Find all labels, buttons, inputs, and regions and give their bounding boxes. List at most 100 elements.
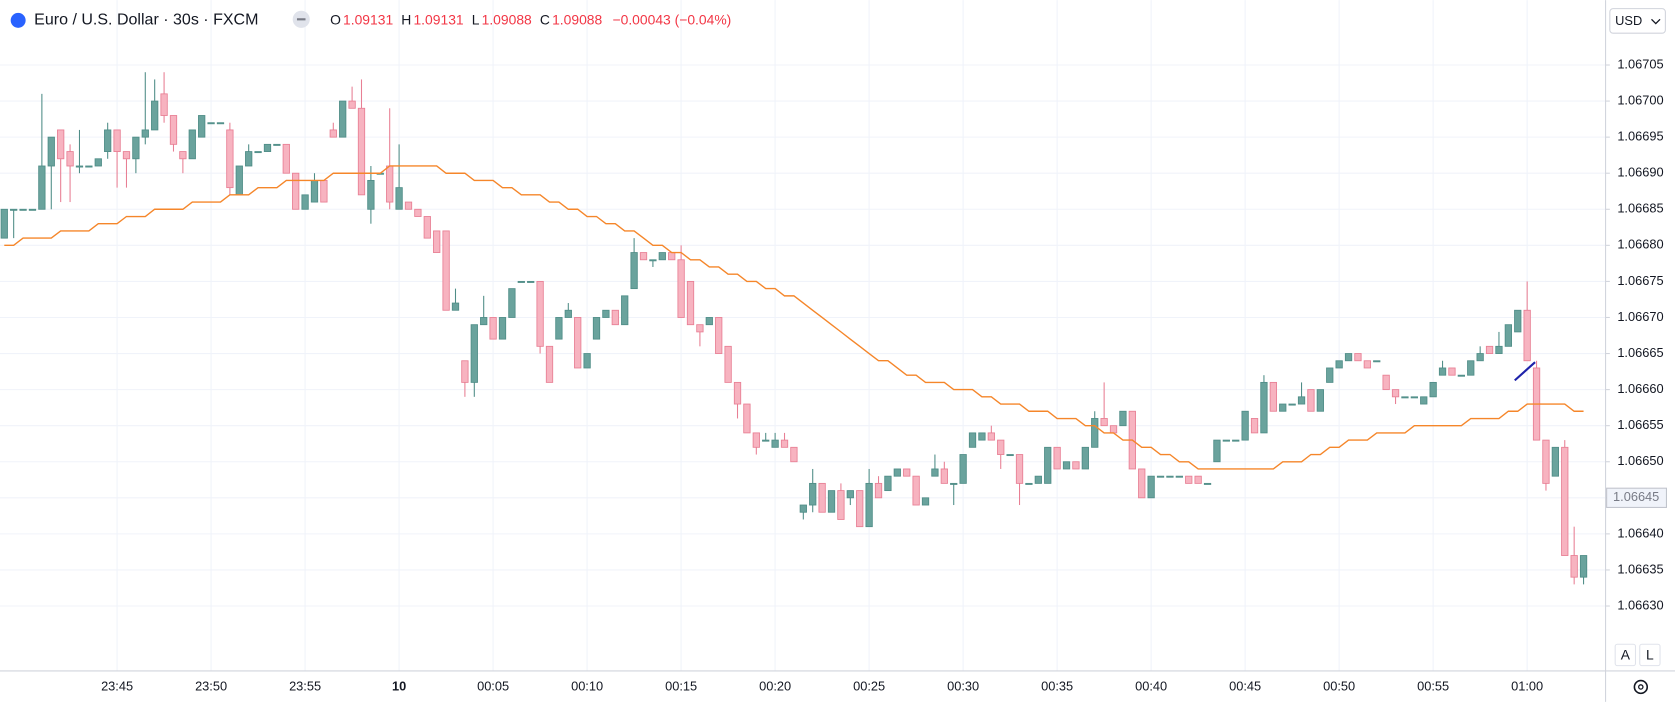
candle-body — [348, 100, 356, 109]
candle-body — [38, 165, 46, 210]
y-tick-label: 1.06675 — [1617, 273, 1663, 288]
candle-body — [536, 280, 544, 347]
candle-body — [1401, 396, 1409, 399]
settings-button[interactable] — [1633, 679, 1649, 695]
candle-body — [442, 230, 450, 311]
candle-body — [715, 317, 723, 354]
candle-body — [649, 259, 657, 262]
candle-body — [987, 432, 995, 441]
candle-body — [1288, 403, 1296, 406]
candle-body — [451, 302, 460, 311]
candle-body — [1203, 482, 1212, 485]
x-tick-label: 00:45 — [1229, 678, 1261, 693]
candle-body — [1316, 389, 1324, 412]
candle-body — [301, 194, 309, 210]
candle-body — [611, 309, 619, 326]
x-tick-label: 00:20 — [759, 678, 791, 693]
candle-body — [865, 482, 873, 528]
candle-body — [517, 280, 525, 283]
y-tick-label: 1.06635 — [1617, 561, 1663, 576]
candle-body — [639, 252, 648, 261]
candle-body — [235, 165, 243, 196]
candle-body — [470, 324, 478, 383]
candle-body — [1382, 374, 1390, 391]
candle-body — [1523, 309, 1531, 362]
candle-body — [837, 490, 845, 520]
symbol-icon — [10, 12, 26, 28]
candle-body — [1279, 403, 1287, 412]
y-tick-label: 1.06655 — [1617, 417, 1663, 432]
candle-body — [1495, 345, 1503, 354]
candle-body — [1307, 389, 1315, 412]
candle-body — [414, 208, 422, 217]
candle-body — [771, 439, 779, 448]
candle-body — [1504, 324, 1512, 347]
candle-body — [273, 143, 281, 146]
candle-body — [151, 100, 159, 131]
x-tick-label: 01:00 — [1511, 678, 1543, 693]
y-tick-label: 1.06665 — [1617, 345, 1663, 360]
ohlc-key: H — [401, 11, 411, 27]
candle-body — [846, 490, 854, 499]
x-tick-label: 23:50 — [195, 678, 227, 693]
axes: 1.06630 1.06635 1.06640 1.06645 1.06650 1.066… — [101, 56, 1667, 693]
log-scale-button[interactable] — [1639, 643, 1661, 667]
candle-body — [1579, 555, 1588, 578]
x-tick-label: 00:55 — [1417, 678, 1449, 693]
candle-body — [508, 288, 516, 318]
candle-body — [1006, 454, 1014, 457]
candle-body — [950, 482, 958, 485]
candle-body — [1109, 425, 1118, 434]
candle-body — [28, 208, 37, 211]
currency-button[interactable] — [1609, 8, 1666, 34]
candle-body — [1410, 396, 1418, 399]
candle-body — [1514, 309, 1522, 333]
candle-body — [1138, 468, 1146, 499]
symbol-title[interactable]: Euro / U.S. Dollar · 30s · FXCM — [34, 11, 258, 29]
candle-body — [1297, 396, 1306, 405]
x-tick-label: 00:15 — [665, 678, 697, 693]
candle-body — [903, 468, 911, 477]
y-tick-label: 1.06660 — [1617, 381, 1663, 396]
candle-body — [10, 208, 18, 211]
candle-body — [1363, 360, 1371, 369]
x-tick-label: 00:30 — [947, 678, 979, 693]
y-tick-label: 1.06670 — [1617, 309, 1663, 324]
candle-body — [959, 454, 967, 484]
candle-body — [686, 280, 695, 326]
candle-body — [1185, 475, 1193, 484]
candle-body — [1053, 446, 1061, 470]
candle-body — [198, 115, 206, 138]
candle-body — [527, 280, 535, 283]
candle-body — [386, 165, 394, 203]
auto-scale-button[interactable] — [1614, 643, 1637, 667]
candle-body — [1119, 410, 1127, 427]
candle-body — [1156, 475, 1165, 478]
candle-body — [1429, 381, 1437, 398]
candle-body — [1438, 367, 1447, 376]
candle-body — [1194, 475, 1202, 484]
candle-body — [66, 151, 74, 167]
candle-body — [602, 309, 610, 318]
candle-body — [1232, 439, 1240, 442]
trend-line-drawing[interactable] — [1514, 361, 1536, 382]
candle-body — [1025, 482, 1033, 485]
candle-body — [179, 151, 187, 160]
candle-body — [1561, 446, 1569, 556]
candle-body — [1222, 439, 1230, 442]
candle-body — [480, 317, 488, 326]
candle-body — [1260, 381, 1268, 434]
candle-body — [122, 151, 131, 160]
candle-body — [818, 482, 826, 513]
candle-body — [104, 129, 112, 152]
x-tick-label: 23:55 — [289, 678, 321, 693]
candle-body — [630, 252, 638, 290]
candle-body — [207, 122, 215, 125]
candle-body — [1241, 410, 1249, 441]
candle-body — [874, 482, 883, 499]
candle-body — [132, 136, 140, 160]
ohlc-values: O 1.09131 H 1.09131 L 1.09088 C 1.09088 −0.0… — [330, 11, 731, 27]
candle-body — [668, 252, 676, 261]
